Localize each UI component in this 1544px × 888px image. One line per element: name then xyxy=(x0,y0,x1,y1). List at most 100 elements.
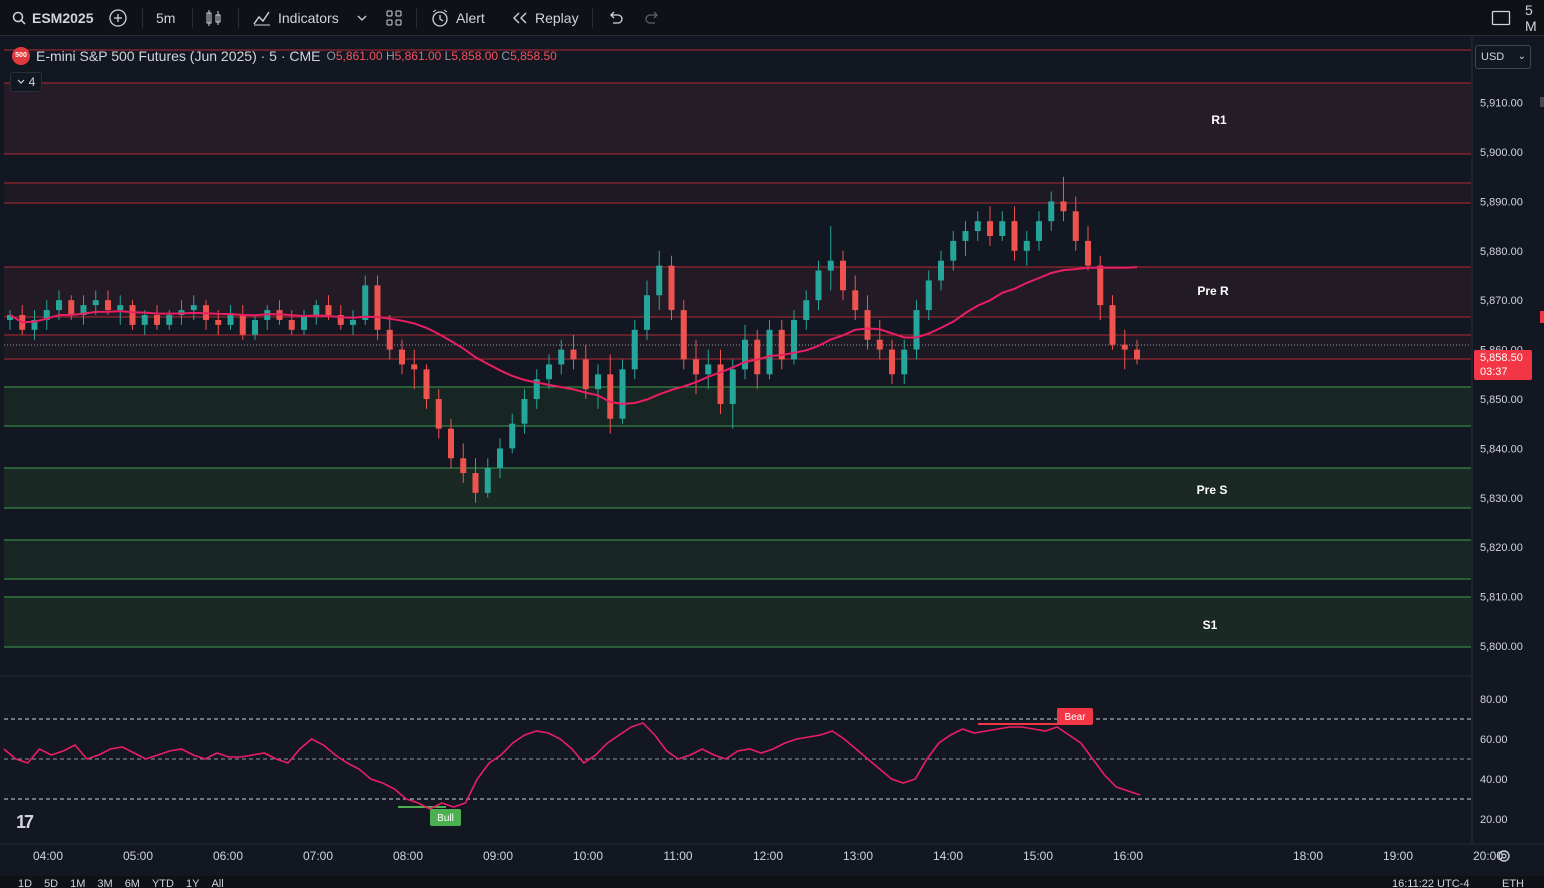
chevron-down-icon: ⌄ xyxy=(1517,51,1526,62)
candle-body xyxy=(484,468,491,493)
price-tick-label: 5,870.00 xyxy=(1480,295,1523,307)
alert-button[interactable]: Alert xyxy=(430,0,485,36)
candle-body xyxy=(778,329,785,360)
time-axis[interactable]: 04:00 05:00 06:00 07:00 08:00 09:00 10:00 11:00… xyxy=(33,849,1503,863)
settings-gear-icon[interactable] xyxy=(1498,850,1510,862)
symbol-label: ESM2025 xyxy=(32,10,94,26)
current-price-label: 5,858.50 03:37 xyxy=(1474,350,1532,380)
current-price-value: 5,858.50 xyxy=(1480,352,1523,364)
price-tick-label: 5,880.00 xyxy=(1480,246,1523,258)
candle-body xyxy=(852,290,859,311)
open-value: 5,861.00 xyxy=(335,49,383,63)
session-label[interactable]: ETH xyxy=(1502,878,1524,888)
tradingview-logo[interactable]: 17 xyxy=(16,812,34,832)
range-buttons[interactable]: 1D 5D 1M 3M 6M YTD 1Y All xyxy=(18,878,236,888)
zone-support-upper xyxy=(4,387,1471,426)
price-marker xyxy=(1540,311,1544,323)
rsi-tick-label: 20.00 xyxy=(1480,814,1508,826)
candle-body xyxy=(1036,221,1042,241)
bull-signal: Bull xyxy=(430,809,461,826)
candle-body xyxy=(840,260,846,291)
open-label: O xyxy=(326,49,336,63)
compare-button[interactable] xyxy=(108,0,128,36)
bull-label: Bull xyxy=(437,813,454,824)
divider xyxy=(592,8,593,28)
range-button[interactable]: 1M xyxy=(70,878,86,888)
candle-body xyxy=(938,260,944,281)
range-button[interactable]: YTD xyxy=(151,878,174,888)
indicators-button[interactable]: Indicators xyxy=(252,0,339,36)
indicators-dropdown[interactable] xyxy=(356,0,368,36)
bottom-toolbar: 1D 5D 1M 3M 6M YTD 1Y All 16:11:22 UTC-4 ETH xyxy=(0,876,1544,888)
window-icon xyxy=(1491,10,1511,26)
time-tick-label: 09:00 xyxy=(483,849,513,863)
price-tick-label: 5,850.00 xyxy=(1480,394,1523,406)
chevron-down-icon xyxy=(357,15,367,21)
candle-body xyxy=(766,329,773,375)
candle-body xyxy=(288,319,295,330)
candle-body xyxy=(105,300,111,311)
high-value: 5,861.00 xyxy=(394,49,442,63)
chart-type-button[interactable] xyxy=(205,0,223,36)
layouts-button[interactable] xyxy=(385,0,403,36)
chart-legend[interactable]: 500 E-mini S&P 500 Futures (Jun 2025) · … xyxy=(12,47,557,65)
candle-body xyxy=(533,379,540,399)
candle-body xyxy=(350,319,356,325)
currency-select[interactable]: USD ⌄ xyxy=(1475,45,1531,69)
candle-body xyxy=(901,349,908,375)
rsi-line xyxy=(3,722,1141,810)
candle-body xyxy=(472,473,479,493)
replay-label: Replay xyxy=(535,10,579,26)
candle-body xyxy=(925,280,932,311)
candle-body xyxy=(803,300,810,320)
zone-r1-lower xyxy=(4,183,1471,203)
time-tick-label: 05:00 xyxy=(123,849,153,863)
undo-button[interactable] xyxy=(606,0,624,36)
range-button[interactable]: 6M xyxy=(124,878,140,888)
zone-s1 xyxy=(4,597,1471,647)
right-menu-label[interactable]: 5 M xyxy=(1525,2,1537,34)
candle-body xyxy=(791,319,797,360)
zone-pre-s xyxy=(4,468,1471,508)
candle-body xyxy=(423,369,430,399)
candle-body xyxy=(815,270,822,301)
fullscreen-button[interactable] xyxy=(1491,0,1511,36)
rsi-axis[interactable]: 80.00 60.00 40.00 20.00 xyxy=(1480,694,1508,826)
price-tick-label: 5,910.00 xyxy=(1480,98,1523,110)
candle-body xyxy=(448,428,454,459)
zone-s1-upper xyxy=(4,540,1471,579)
range-button[interactable]: 5D xyxy=(44,878,59,888)
time-tick-label: 06:00 xyxy=(213,849,243,863)
candle-body xyxy=(313,305,320,316)
replay-button[interactable]: Replay xyxy=(511,0,579,36)
redo-button[interactable] xyxy=(644,0,662,36)
range-button[interactable]: 1D xyxy=(18,878,33,888)
candle-body xyxy=(1011,221,1018,251)
rsi-levels xyxy=(4,718,1471,800)
candle-body xyxy=(1023,240,1030,251)
range-button[interactable]: 3M xyxy=(97,878,113,888)
candle-body xyxy=(717,364,724,404)
indicators-collapse-button[interactable]: 4 xyxy=(10,72,42,92)
range-button[interactable]: 1Y xyxy=(185,878,200,888)
time-tick-label: 10:00 xyxy=(573,849,603,863)
candle-body xyxy=(154,315,160,325)
zone-lines xyxy=(4,49,1471,648)
time-tick-label: 18:00 xyxy=(1293,849,1323,863)
symbol-search[interactable]: ESM2025 xyxy=(12,0,93,36)
interval-button[interactable]: 5m xyxy=(156,0,175,36)
candle-body xyxy=(595,374,601,390)
rewind-icon xyxy=(513,12,527,24)
candle-body xyxy=(913,310,920,350)
legend-title[interactable]: E-mini S&P 500 Futures (Jun 2025) · 5 · … xyxy=(36,48,321,64)
candle-body xyxy=(252,319,258,335)
candle-body xyxy=(1072,211,1079,241)
exchange-badge: 500 xyxy=(12,47,30,65)
range-button[interactable]: All xyxy=(211,878,224,888)
candle-body xyxy=(301,315,307,330)
candle-body xyxy=(999,221,1006,236)
high-label: H xyxy=(385,49,395,63)
low-value: 5,858.00 xyxy=(451,49,499,63)
candle-body xyxy=(729,369,736,404)
